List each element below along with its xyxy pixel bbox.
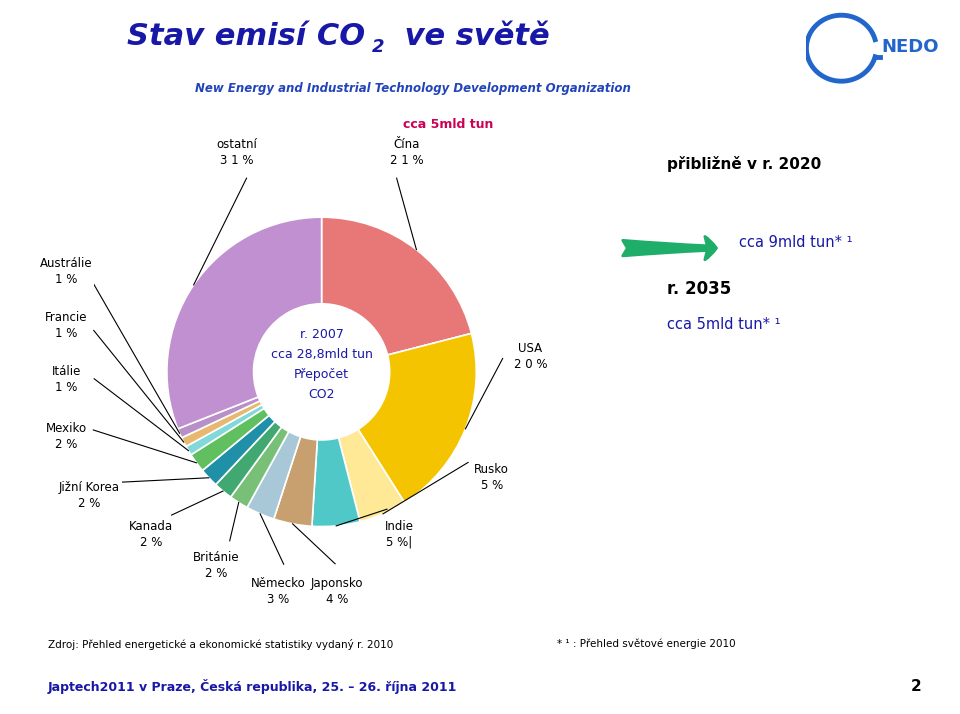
Text: New Energy and Industrial Technology Development Organization: New Energy and Industrial Technology Dev…	[195, 82, 631, 95]
Wedge shape	[186, 405, 264, 455]
Text: Francie
1 %: Francie 1 %	[45, 311, 87, 340]
Text: Indie
5 %|: Indie 5 %|	[384, 520, 414, 549]
Text: * ¹ : Přehled světové energie 2010: * ¹ : Přehled světové energie 2010	[557, 639, 735, 649]
Text: Německo
3 %: Německo 3 %	[251, 577, 305, 606]
Wedge shape	[178, 397, 260, 438]
Wedge shape	[216, 421, 281, 497]
Text: ostatní
3 1 %: ostatní 3 1 %	[216, 138, 257, 166]
Text: Kanada
2 %: Kanada 2 %	[130, 520, 174, 549]
Text: Japonsko
4 %: Japonsko 4 %	[311, 577, 363, 606]
Text: přibližně v r. 2020: přibližně v r. 2020	[667, 156, 822, 172]
Text: NEDO: NEDO	[881, 38, 939, 56]
Text: Itálie
1 %: Itálie 1 %	[52, 365, 81, 394]
Text: cca 5mld tun* ¹: cca 5mld tun* ¹	[667, 317, 780, 333]
Text: Zdroj: Přehled energetické a ekonomické statistiky vydaný r. 2010: Zdroj: Přehled energetické a ekonomické …	[48, 638, 394, 650]
Text: Rusko
5 %: Rusko 5 %	[474, 463, 509, 491]
Wedge shape	[247, 431, 300, 519]
Text: Stav emisí CO: Stav emisí CO	[127, 21, 365, 51]
Wedge shape	[358, 333, 476, 503]
Text: r. 2035: r. 2035	[667, 280, 732, 298]
Text: r. 2007
cca 28,8mld tun
Přepočet
CO2: r. 2007 cca 28,8mld tun Přepočet CO2	[271, 328, 372, 401]
Wedge shape	[322, 217, 471, 355]
Text: Čína
2 1 %: Čína 2 1 %	[390, 138, 423, 166]
Wedge shape	[181, 401, 262, 446]
Wedge shape	[191, 408, 269, 471]
Text: 2: 2	[372, 38, 385, 56]
Text: Mexiko
2 %: Mexiko 2 %	[46, 423, 87, 451]
Text: USA
2 0 %: USA 2 0 %	[514, 342, 547, 371]
Wedge shape	[167, 217, 322, 429]
Wedge shape	[312, 438, 360, 526]
Text: Austrálie
1 %: Austrálie 1 %	[40, 257, 93, 286]
Text: cca 5mld tun: cca 5mld tun	[403, 118, 493, 131]
Wedge shape	[339, 429, 404, 522]
Text: Japtech2011 v Praze, Česká republika, 25. – 26. října 2011: Japtech2011 v Praze, Česká republika, 25…	[48, 679, 457, 695]
Text: Jižní Korea
2 %: Jižní Korea 2 %	[60, 481, 120, 510]
Text: ve světě: ve světě	[394, 21, 549, 51]
Wedge shape	[203, 416, 275, 485]
Text: 2: 2	[911, 679, 922, 695]
Wedge shape	[274, 437, 318, 526]
Wedge shape	[230, 427, 289, 508]
Text: Británie
2 %: Británie 2 %	[193, 550, 240, 580]
Text: cca 9mld tun* ¹: cca 9mld tun* ¹	[739, 235, 852, 251]
